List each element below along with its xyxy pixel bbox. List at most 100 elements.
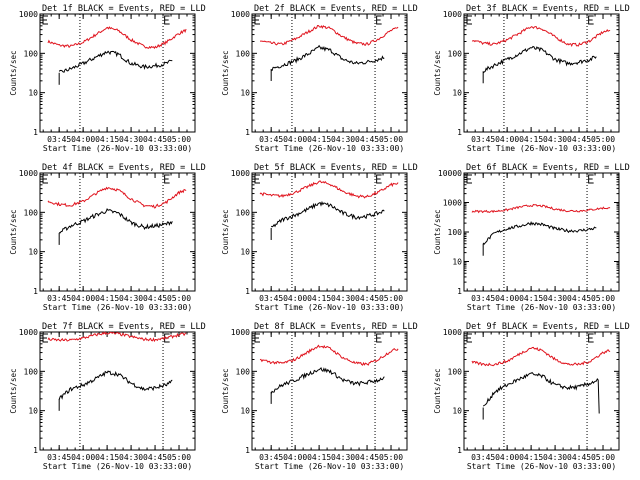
x-tick-label: 03:45 — [47, 294, 71, 303]
interval-marker — [254, 174, 260, 184]
x-tick-label: 04:15 — [307, 453, 331, 462]
y-tick-label: 10 — [28, 407, 38, 416]
y-tick-label: 1000 — [443, 328, 462, 337]
events-series-line — [58, 370, 173, 400]
y-tick-label: 100 — [448, 49, 463, 58]
y-tick-label: 1000 — [19, 328, 38, 337]
x-tick-label: 04:45 — [567, 294, 591, 303]
detector-panel-3: Det 3f BLACK = Events, RED = LLD 1 10 100 10… — [433, 4, 630, 153]
lld-series-line — [259, 180, 399, 199]
x-tick-label: 05:00 — [167, 135, 191, 144]
y-tick-label: 10000 — [438, 169, 462, 178]
interval-marker — [588, 333, 594, 343]
y-tick-label: 1 — [457, 287, 462, 296]
x-tick-label: 04:15 — [307, 294, 331, 303]
interval-marker — [376, 15, 382, 25]
interval-marker — [588, 174, 594, 184]
x-tick-label: 05:00 — [379, 135, 403, 144]
interval-marker — [588, 15, 594, 25]
x-tick-label: 05:00 — [379, 294, 403, 303]
lld-series-line — [47, 26, 187, 50]
y-tick-label: 1000 — [19, 169, 38, 178]
x-tick-label: 04:00 — [495, 453, 519, 462]
detector-panel-6: Det 6f BLACK = Events, RED = LLD 1 10 100 10… — [433, 163, 630, 312]
interval-marker — [254, 15, 260, 25]
x-axis-label: Start Time (26-Nov-10 03:33:00) — [467, 303, 616, 312]
x-tick-label: 03:45 — [471, 135, 495, 144]
x-tick-label: 04:45 — [355, 294, 379, 303]
x-tick-label: 04:30 — [119, 453, 143, 462]
events-series-line — [482, 45, 597, 74]
x-tick-label: 04:30 — [543, 135, 567, 144]
y-tick-label: 10 — [28, 248, 38, 257]
y-tick-label: 1 — [457, 446, 462, 455]
plot-frame — [463, 331, 620, 451]
y-tick-label: 10 — [452, 89, 462, 98]
y-tick-label: 100 — [448, 228, 463, 237]
x-tick-label: 05:00 — [167, 294, 191, 303]
interval-marker — [376, 174, 382, 184]
events-series-line — [482, 371, 600, 414]
events-series-line — [58, 50, 173, 73]
x-tick-label: 04:15 — [519, 135, 543, 144]
panel-title: Det 7f BLACK = Events, RED = LLD — [42, 322, 206, 332]
lld-series-line — [259, 344, 399, 366]
y-tick-label: 1000 — [231, 328, 250, 337]
y-tick-label: 10 — [240, 407, 250, 416]
x-tick-label: 03:45 — [471, 294, 495, 303]
x-axis-label: Start Time (26-Nov-10 03:33:00) — [255, 303, 404, 312]
x-tick-label: 04:15 — [95, 294, 119, 303]
x-tick-label: 04:15 — [95, 135, 119, 144]
x-tick-label: 04:15 — [519, 453, 543, 462]
y-tick-label: 1000 — [443, 10, 462, 19]
plot-frame — [39, 172, 196, 292]
panel-title: Det 8f BLACK = Events, RED = LLD — [254, 322, 418, 332]
panel-title: Det 2f BLACK = Events, RED = LLD — [254, 4, 418, 14]
plot-frame — [251, 13, 408, 133]
x-tick-label: 04:15 — [307, 135, 331, 144]
y-tick-label: 100 — [236, 49, 251, 58]
x-tick-label: 03:45 — [259, 294, 283, 303]
x-tick-label: 04:45 — [567, 453, 591, 462]
y-tick-label: 1 — [245, 128, 250, 137]
x-axis-label: Start Time (26-Nov-10 03:33:00) — [255, 144, 404, 153]
y-tick-label: 10 — [452, 258, 462, 267]
interval-marker — [466, 333, 472, 343]
x-tick-label: 04:15 — [519, 294, 543, 303]
interval-marker — [254, 333, 260, 343]
x-tick-label: 04:45 — [143, 135, 167, 144]
panel-title: Det 5f BLACK = Events, RED = LLD — [254, 163, 418, 173]
y-tick-label: 1 — [33, 287, 38, 296]
plot-frame — [463, 172, 620, 292]
y-tick-label: 1 — [245, 287, 250, 296]
y-tick-label: 10 — [28, 89, 38, 98]
interval-marker — [42, 174, 48, 184]
y-tick-label: 1000 — [231, 10, 250, 19]
x-tick-label: 04:00 — [283, 135, 307, 144]
y-axis-label: Counts/sec — [9, 368, 18, 413]
x-tick-label: 05:00 — [591, 294, 615, 303]
x-tick-label: 04:45 — [355, 135, 379, 144]
y-axis-label: Counts/sec — [433, 209, 442, 254]
y-axis-label: Counts/sec — [433, 368, 442, 413]
lld-series-line — [47, 186, 187, 209]
x-tick-label: 04:45 — [143, 453, 167, 462]
x-tick-label: 03:45 — [259, 135, 283, 144]
plot-frame — [251, 172, 408, 292]
lld-series-line — [471, 26, 611, 47]
y-tick-label: 10 — [452, 407, 462, 416]
x-tick-label: 03:45 — [259, 453, 283, 462]
plot-frame — [39, 13, 196, 133]
lld-series-line — [471, 346, 611, 367]
x-tick-label: 04:45 — [355, 453, 379, 462]
x-tick-label: 05:00 — [167, 453, 191, 462]
panel-title: Det 9f BLACK = Events, RED = LLD — [466, 322, 630, 332]
y-tick-label: 1000 — [231, 169, 250, 178]
x-axis-label: Start Time (26-Nov-10 03:33:00) — [43, 144, 192, 153]
interval-marker — [164, 15, 170, 25]
events-series-line — [58, 207, 173, 234]
x-tick-label: 04:45 — [143, 294, 167, 303]
detector-panel-8: Det 8f BLACK = Events, RED = LLD 1 10 100 10… — [221, 322, 418, 471]
